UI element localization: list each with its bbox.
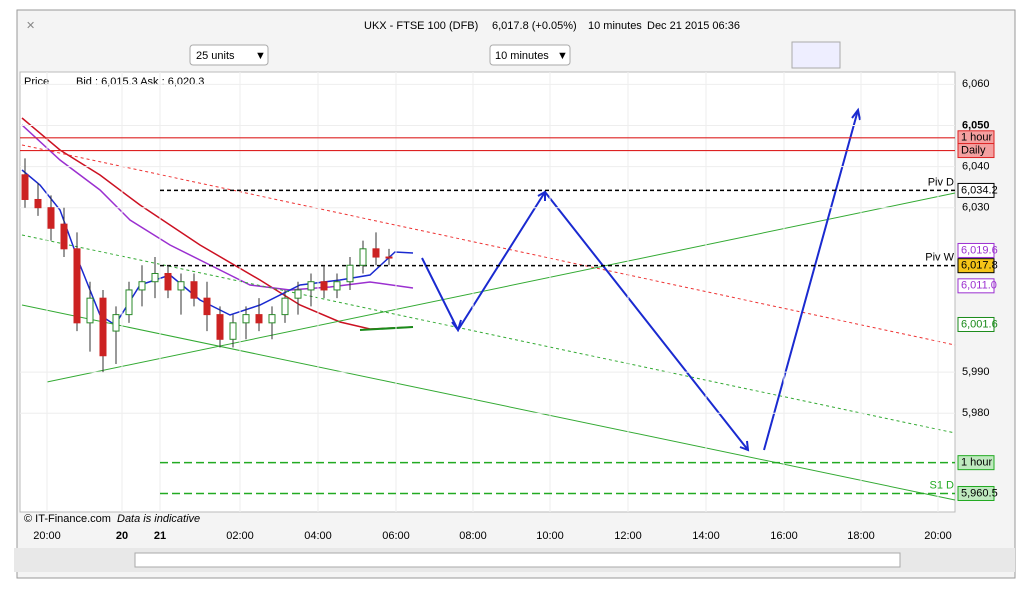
interval-select[interactable] — [489, 44, 571, 66]
y-tick-label: 5,980 — [962, 407, 990, 419]
disclaimer: Data is indicative — [117, 513, 200, 525]
x-tick-label: 20 — [116, 530, 128, 542]
indicator-label: 6,001.6 — [961, 318, 998, 330]
dropdown-arrow: ▼ — [557, 50, 568, 62]
trend-lines — [21, 144, 956, 501]
x-tick-label: 02:00 — [226, 530, 254, 542]
level-label: 5,960.5 — [961, 487, 998, 499]
level-tag — [957, 258, 995, 274]
x-tick-label: 18:00 — [847, 530, 875, 542]
quote: 6,017.8 (+0.05%) — [492, 20, 577, 32]
x-tick-label: 20:00 — [924, 530, 952, 542]
close-button[interactable]: ✕ — [26, 20, 35, 32]
indicator-tag — [957, 278, 995, 294]
candle-body — [21, 174, 29, 200]
y-tick-label: 6,030 — [962, 202, 990, 214]
x-tick-label: 04:00 — [304, 530, 332, 542]
candle-body — [60, 223, 68, 250]
x-tick-label: 14:00 — [692, 530, 720, 542]
level-label: 6,017.8 — [961, 260, 998, 272]
x-tick-label: 16:00 — [770, 530, 798, 542]
x-tick-label: 10:00 — [536, 530, 564, 542]
candle-body — [177, 281, 185, 291]
candle-body — [86, 297, 94, 324]
candle-body — [203, 297, 211, 316]
candle-body — [268, 314, 276, 324]
x-tick-label: 21 — [154, 530, 166, 542]
candle-body — [372, 248, 380, 258]
candle-body — [307, 281, 315, 291]
y-tick-label: 6,050 — [962, 119, 990, 131]
indicator-label: 6,019.6 — [961, 244, 998, 256]
candle-body — [281, 297, 289, 316]
price-label: Price — [24, 76, 49, 88]
units-select[interactable] — [189, 44, 269, 66]
indicator-tag — [957, 316, 995, 332]
ma-line — [21, 169, 414, 327]
candle-body — [346, 264, 354, 283]
candle-body — [216, 314, 224, 340]
level-tag — [957, 143, 995, 159]
level-label: 6,034.2 — [961, 184, 998, 196]
candle-body — [73, 248, 81, 324]
symbol: UKX - FTSE 100 (DFB) — [364, 20, 478, 32]
candle-body — [333, 281, 341, 291]
candle-body — [359, 248, 367, 266]
level-label: Daily — [961, 144, 986, 156]
bid-ask: Bid : 6,015.3 Ask : 6,020.3 — [76, 76, 204, 88]
candle-body — [47, 207, 55, 229]
candle-body — [112, 314, 120, 332]
candle-body — [294, 289, 302, 299]
candle-body — [99, 297, 107, 357]
level-tag — [957, 455, 995, 471]
ma-line — [21, 117, 414, 330]
x-tick-label: 08:00 — [459, 530, 487, 542]
y-tick-label: 6,040 — [962, 160, 990, 172]
candle-body — [164, 272, 172, 291]
units-value: 25 units — [196, 50, 235, 62]
x-tick-label: 20:00 — [33, 530, 61, 542]
datetime: Dec 21 2015 06:36 — [647, 20, 740, 32]
interval: 10 minutes — [588, 20, 642, 32]
candle-body — [242, 314, 250, 324]
candle-body — [320, 281, 328, 291]
indicator-tag — [957, 242, 995, 258]
level-label: 1 hour — [961, 457, 993, 469]
candle-body — [190, 281, 198, 299]
y-tick-label: 5,990 — [962, 366, 990, 378]
copyright: © IT-Finance.com — [24, 513, 111, 525]
candle-body — [151, 272, 159, 283]
level-tag — [957, 182, 995, 198]
ma-line — [359, 326, 414, 331]
plot-area — [19, 71, 956, 513]
scrollbar[interactable] — [134, 552, 901, 568]
level-tag — [957, 485, 995, 501]
indicator-button[interactable] — [791, 41, 841, 69]
candle-body — [125, 289, 133, 316]
x-tick-label: 06:00 — [382, 530, 410, 542]
x-tick-label: 12:00 — [614, 530, 642, 542]
level-name: Piv D — [928, 176, 954, 188]
level-name: Piv W — [925, 252, 954, 264]
candle-body — [138, 281, 146, 291]
candle-body — [255, 314, 263, 324]
candle-body — [229, 322, 237, 340]
dropdown-arrow: ▼ — [255, 50, 266, 62]
level-name: S1 D — [930, 479, 955, 491]
level-label: 1 hour — [961, 132, 993, 144]
y-tick-label: 6,060 — [962, 78, 990, 90]
candle-body — [385, 256, 393, 259]
interval-value: 10 minutes — [495, 50, 549, 62]
indicator-label: 6,011.0 — [961, 280, 997, 292]
candle-body — [34, 198, 42, 209]
